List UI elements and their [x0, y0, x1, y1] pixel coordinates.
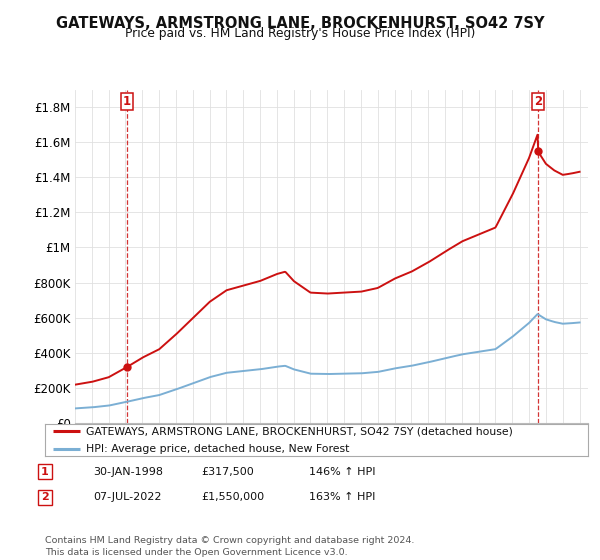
Text: £1,550,000: £1,550,000 [201, 492, 264, 502]
Text: 2: 2 [533, 95, 542, 108]
Text: 07-JUL-2022: 07-JUL-2022 [93, 492, 161, 502]
Text: GATEWAYS, ARMSTRONG LANE, BROCKENHURST, SO42 7SY: GATEWAYS, ARMSTRONG LANE, BROCKENHURST, … [56, 16, 544, 31]
Text: 1: 1 [123, 95, 131, 108]
Text: Price paid vs. HM Land Registry's House Price Index (HPI): Price paid vs. HM Land Registry's House … [125, 27, 475, 40]
Text: £317,500: £317,500 [201, 466, 254, 477]
Text: GATEWAYS, ARMSTRONG LANE, BROCKENHURST, SO42 7SY (detached house): GATEWAYS, ARMSTRONG LANE, BROCKENHURST, … [86, 426, 512, 436]
Text: 30-JAN-1998: 30-JAN-1998 [93, 466, 163, 477]
Text: Contains HM Land Registry data © Crown copyright and database right 2024.
This d: Contains HM Land Registry data © Crown c… [45, 536, 415, 557]
Text: HPI: Average price, detached house, New Forest: HPI: Average price, detached house, New … [86, 444, 349, 454]
Text: 1: 1 [41, 466, 49, 477]
Text: 146% ↑ HPI: 146% ↑ HPI [309, 466, 376, 477]
Text: 163% ↑ HPI: 163% ↑ HPI [309, 492, 376, 502]
Text: 2: 2 [41, 492, 49, 502]
